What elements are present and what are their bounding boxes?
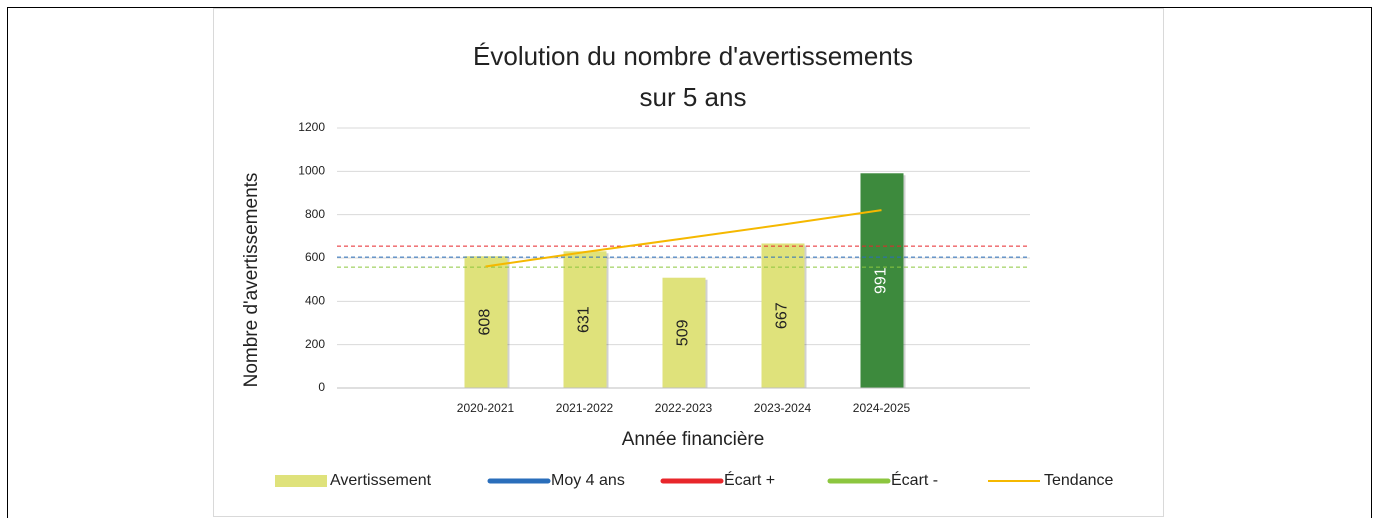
bar <box>860 173 904 388</box>
x-tick-label: 2024-2025 <box>853 401 911 415</box>
legend-label: Avertissement <box>330 472 432 489</box>
legend-label: Moy 4 ans <box>551 472 625 489</box>
y-tick-label: 1000 <box>298 164 325 178</box>
y-tick-label: 0 <box>318 380 325 394</box>
bar <box>464 256 508 388</box>
x-tick-label: 2020-2021 <box>457 401 515 415</box>
x-tick-label: 2021-2022 <box>556 401 614 415</box>
x-axis-title: Année financière <box>622 429 765 450</box>
chart-title: sur 5 ans <box>640 82 747 112</box>
x-tick-label: 2023-2024 <box>754 401 812 415</box>
y-tick-label: 800 <box>305 207 325 221</box>
y-tick-label: 200 <box>305 337 325 351</box>
bar-value-label: 608 <box>477 309 494 336</box>
y-tick-label: 600 <box>305 250 325 264</box>
bar <box>761 243 805 388</box>
frame <box>7 7 1372 518</box>
chart-title: Évolution du nombre d'avertissements <box>473 41 913 71</box>
bar-value-label: 509 <box>675 319 692 346</box>
bar-value-label: 991 <box>873 267 890 294</box>
legend-label: Écart - <box>891 470 938 489</box>
y-tick-label: 1200 <box>298 120 325 134</box>
bar-value-label: 667 <box>774 302 791 329</box>
bar-value-label: 631 <box>576 306 593 333</box>
bar <box>563 251 607 388</box>
legend-label: Écart + <box>724 470 775 489</box>
y-tick-label: 400 <box>305 294 325 308</box>
bar <box>662 277 706 388</box>
chart-area <box>213 8 1164 517</box>
trend-line <box>485 209 882 268</box>
legend-label: Tendance <box>1044 472 1113 489</box>
legend-swatch <box>275 475 327 487</box>
x-tick-label: 2022-2023 <box>655 401 713 415</box>
y-axis-title: Nombre d'avertissements <box>241 173 262 388</box>
